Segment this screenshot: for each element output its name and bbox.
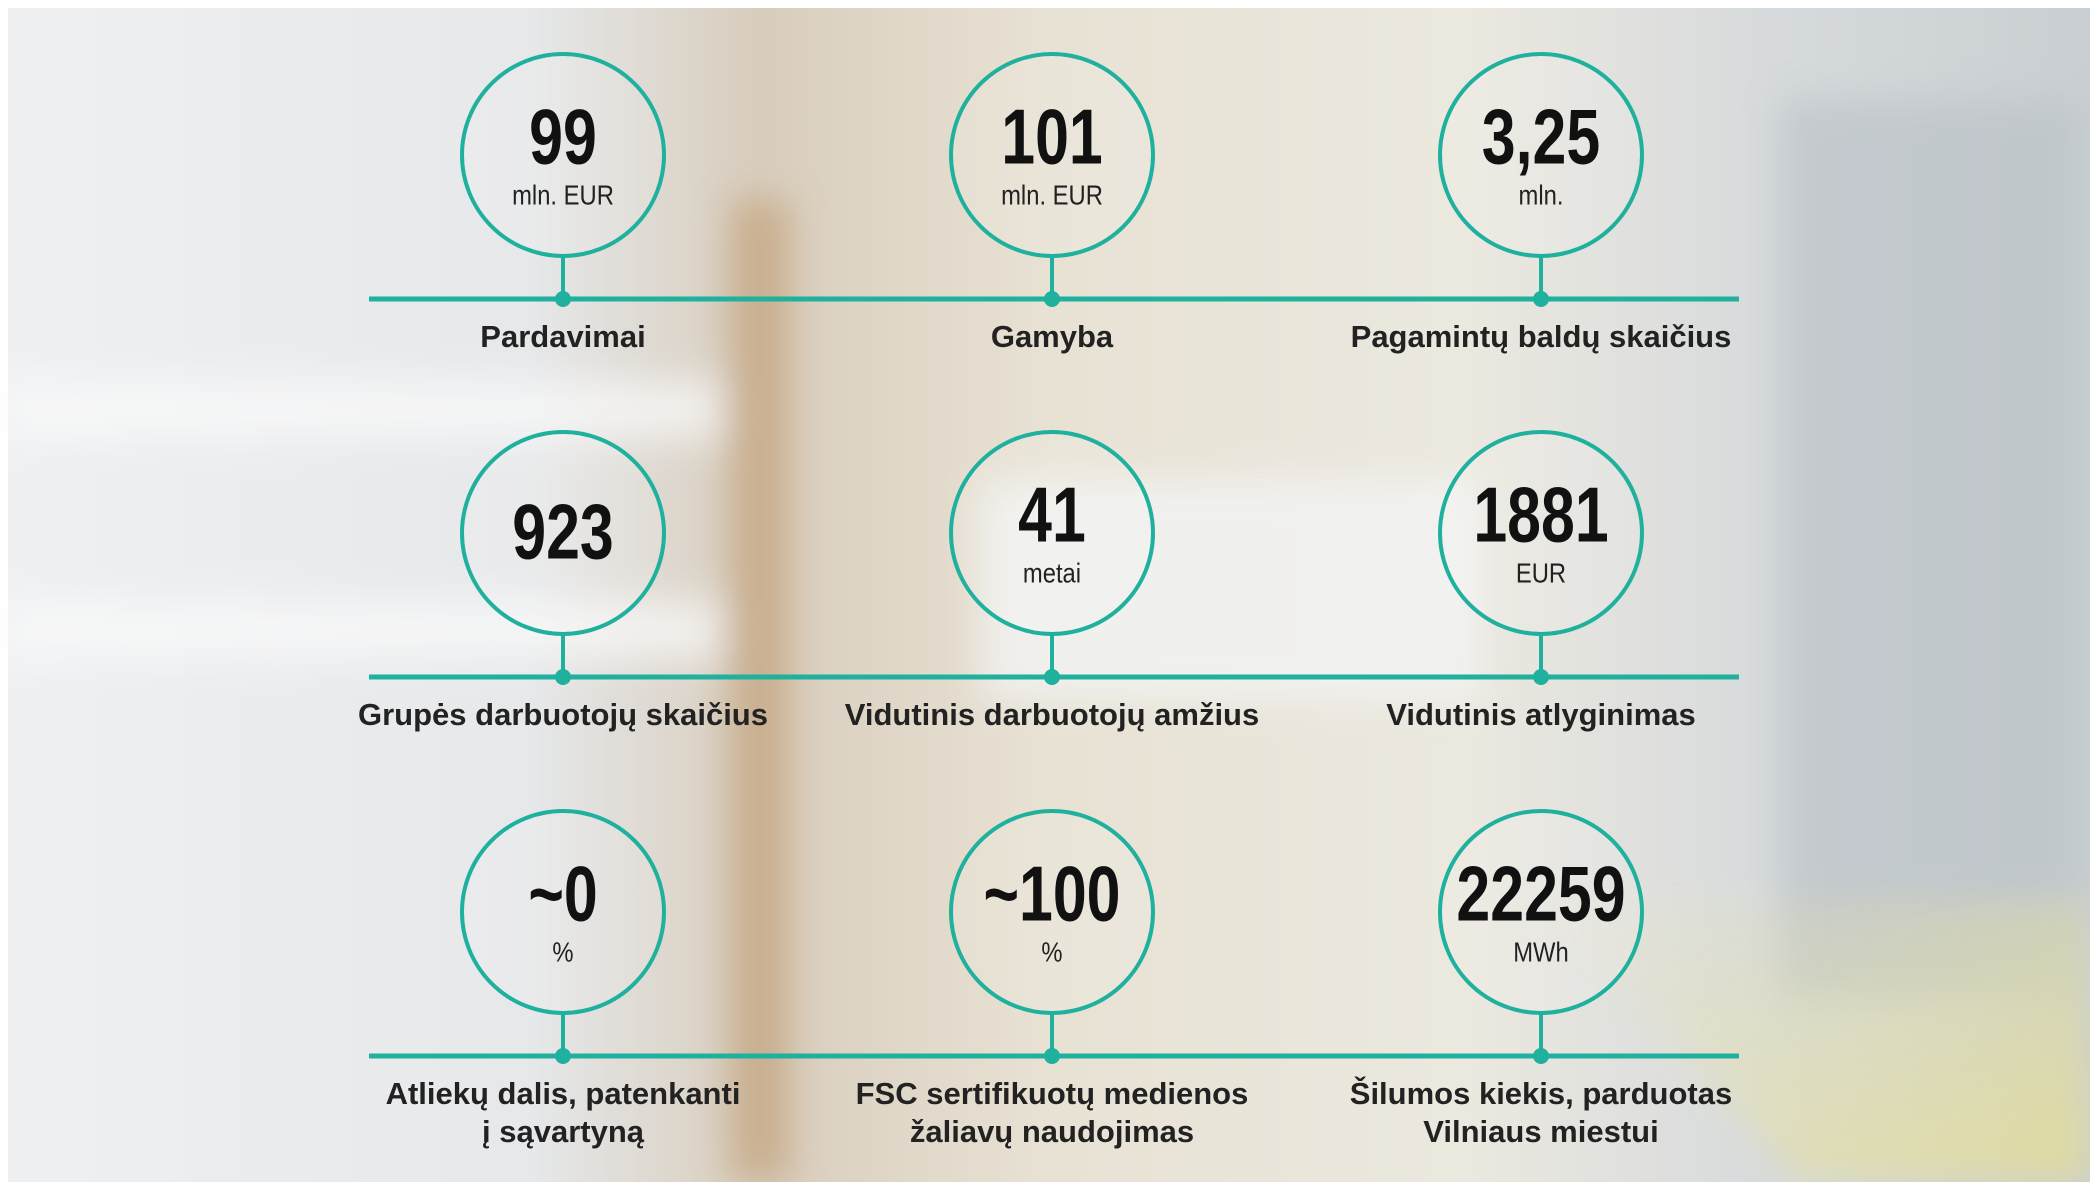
stat-unit: mln. bbox=[1519, 179, 1564, 211]
infographic: 99mln. EURPardavimai101mln. EURGamyba3,2… bbox=[0, 0, 2090, 1182]
stat-label: Vidutinis atlyginimas bbox=[1386, 697, 1696, 732]
dot bbox=[1044, 669, 1060, 685]
stat-value: ~100 bbox=[983, 850, 1120, 937]
stat-label: į sąvartyną bbox=[482, 1114, 645, 1149]
stat-value: 3,25 bbox=[1482, 93, 1600, 180]
stat-unit: metai bbox=[1023, 557, 1081, 589]
stat-unit: % bbox=[1041, 936, 1062, 968]
stat-unit: EUR bbox=[1516, 557, 1566, 589]
dot bbox=[1533, 291, 1549, 307]
dot bbox=[1044, 291, 1060, 307]
stat-label: Vilniaus miestui bbox=[1423, 1114, 1658, 1149]
stat-unit: mln. EUR bbox=[512, 179, 614, 211]
stat-value: 101 bbox=[1001, 93, 1103, 180]
stat-value: 923 bbox=[512, 488, 614, 575]
stat-label: Pardavimai bbox=[480, 319, 645, 354]
dot bbox=[1533, 1048, 1549, 1064]
stat-unit: % bbox=[552, 936, 573, 968]
dot bbox=[555, 1048, 571, 1064]
dot bbox=[1044, 1048, 1060, 1064]
stat-label: Grupės darbuotojų skaičius bbox=[358, 697, 768, 732]
stat-label: Gamyba bbox=[991, 319, 1114, 354]
dot bbox=[555, 291, 571, 307]
stat-unit: MWh bbox=[1513, 936, 1568, 968]
stat-value: ~0 bbox=[528, 850, 597, 937]
stat-unit: mln. EUR bbox=[1001, 179, 1103, 211]
dot bbox=[1533, 669, 1549, 685]
stat-label: žaliavų naudojimas bbox=[910, 1114, 1194, 1149]
stat-label: Atliekų dalis, patenkanti bbox=[386, 1076, 741, 1111]
stat-label: Šilumos kiekis, parduotas bbox=[1350, 1075, 1732, 1111]
stat-label: Pagamintų baldų skaičius bbox=[1351, 319, 1732, 354]
stat-label: Vidutinis darbuotojų amžius bbox=[845, 697, 1260, 732]
stat-value: 41 bbox=[1018, 471, 1086, 558]
dot bbox=[555, 669, 571, 685]
stat-value: 22259 bbox=[1456, 850, 1625, 937]
stat-label: FSC sertifikuotų medienos bbox=[856, 1076, 1249, 1111]
stat-value: 99 bbox=[529, 93, 597, 180]
stat-value: 1881 bbox=[1473, 471, 1608, 558]
